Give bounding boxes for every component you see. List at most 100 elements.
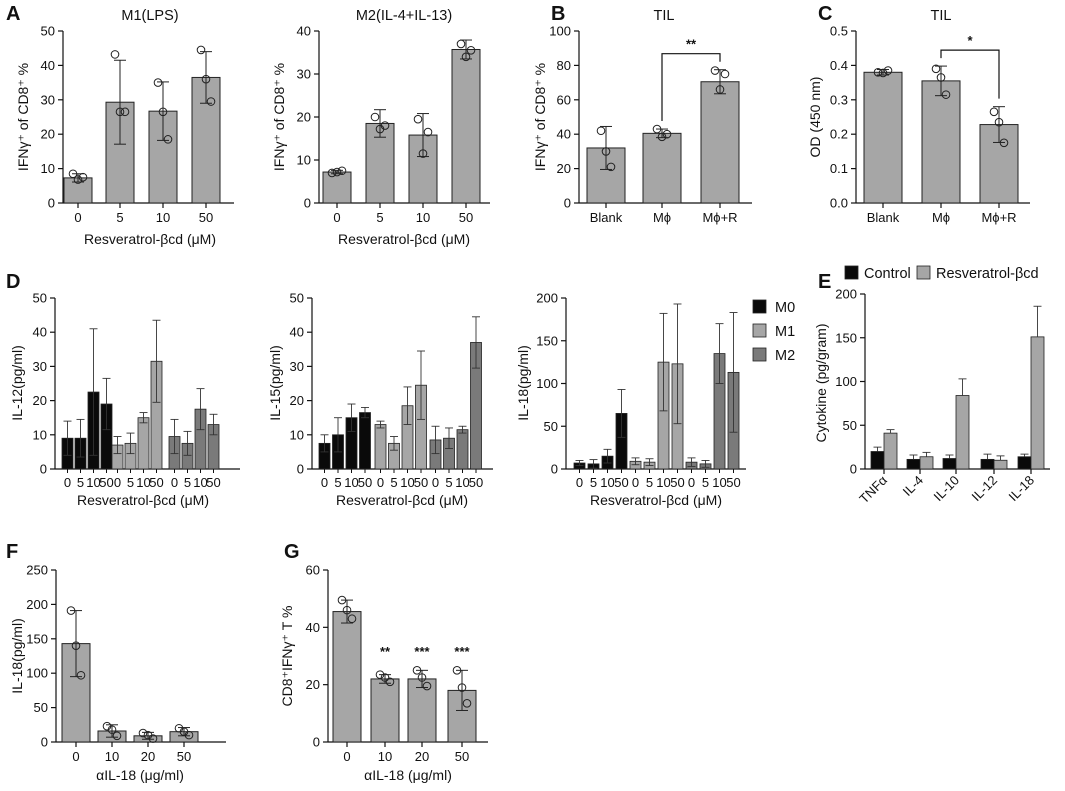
bar-D2-M2-10 <box>456 429 469 470</box>
x-tick-label: 0 <box>171 475 178 490</box>
y-tick-label: 30 <box>297 67 311 82</box>
data-point <box>370 112 380 122</box>
significance-label: *** <box>454 644 470 659</box>
y-tick-label: 50 <box>290 291 304 306</box>
y-tick-label: 0 <box>313 735 320 750</box>
y-tick-label: 100 <box>26 666 48 681</box>
legend-swatch-Control <box>844 265 859 280</box>
y-tick-label: 200 <box>835 287 857 302</box>
y-axis-label: IFNγ⁺ of CD8⁺ % <box>532 63 548 171</box>
y-tick-label: 0.3 <box>830 92 848 107</box>
x-axis-label: Resveratrol-βcd (μM) <box>338 231 470 247</box>
x-tick-label: 0 <box>688 475 695 490</box>
x-tick-label: 0 <box>74 210 81 225</box>
chart-title: M2(IL-4+IL-13) <box>356 8 452 24</box>
x-tick-label: 20 <box>141 749 155 764</box>
chart-title: TIL <box>931 8 952 24</box>
x-tick-label: Mϕ <box>653 210 671 225</box>
x-tick-label: 0 <box>432 475 439 490</box>
y-tick-label: 150 <box>536 333 558 348</box>
bar-G-10 <box>370 678 400 743</box>
x-tick-label: 5 <box>127 475 134 490</box>
x-tick-label: 5 <box>390 475 397 490</box>
y-tick-label: 40 <box>297 24 311 39</box>
x-tick-label: 0 <box>321 475 328 490</box>
y-axis-label: IFNγ⁺ of CD8⁺ % <box>15 63 31 171</box>
data-point <box>412 666 422 675</box>
x-axis-label: Resveratrol-βcd (μM) <box>336 492 468 508</box>
bar-E-Resveratrol-βcd-IL-10 <box>955 395 970 470</box>
legend-swatch-Resveratrol-βcd <box>916 265 931 280</box>
panel-label-D: D <box>6 271 20 293</box>
x-tick-label: 10 <box>136 475 150 490</box>
y-tick-label: 0.4 <box>830 58 848 73</box>
legend-label-M0: M0 <box>775 300 795 316</box>
x-tick-label: 10 <box>712 475 726 490</box>
x-tick-label: 50 <box>459 210 473 225</box>
panel-label-C: C <box>818 3 832 25</box>
data-point <box>456 39 466 49</box>
x-tick-label: IL-12 <box>969 473 1001 505</box>
y-tick-label: 10 <box>33 427 47 442</box>
data-point <box>883 66 893 75</box>
x-tick-label: 5 <box>116 210 123 225</box>
data-point <box>347 614 357 624</box>
significance-bracket <box>661 53 721 122</box>
y-tick-label: 100 <box>549 24 571 39</box>
data-point <box>994 117 1004 127</box>
data-point <box>380 673 390 682</box>
x-tick-label: 10 <box>86 475 100 490</box>
y-tick-label: 150 <box>26 631 48 646</box>
legend-swatch-M1 <box>752 323 767 338</box>
x-tick-label: 0 <box>377 475 384 490</box>
y-tick-label: 250 <box>26 563 48 578</box>
y-axis-label: CD8⁺IFNγ⁺ T % <box>279 606 295 707</box>
x-tick-label: 5 <box>445 475 452 490</box>
data-point <box>332 167 342 177</box>
data-point <box>461 52 471 62</box>
x-tick-label: 0 <box>72 749 79 764</box>
data-point <box>720 69 730 79</box>
y-axis-label: OD (450 nm) <box>807 77 823 158</box>
y-tick-label: 80 <box>557 58 571 73</box>
y-tick-label: 40 <box>557 127 571 142</box>
significance-bracket <box>940 49 1000 99</box>
y-tick-label: 0 <box>850 462 857 477</box>
data-point <box>110 50 120 59</box>
data-point <box>163 135 173 144</box>
y-tick-label: 0.2 <box>830 127 848 142</box>
y-tick-label: 200 <box>26 597 48 612</box>
bar-E-Control-IL-12 <box>980 458 995 470</box>
y-tick-label: 40 <box>290 325 304 340</box>
y-tick-label: 20 <box>297 110 311 125</box>
x-tick-label: 50 <box>726 475 740 490</box>
y-tick-label: 0 <box>297 462 304 477</box>
data-point <box>375 670 385 679</box>
data-point <box>657 132 667 142</box>
x-tick-label: 10 <box>156 210 170 225</box>
x-tick-label: 5 <box>184 475 191 490</box>
data-point <box>989 107 999 117</box>
data-point <box>201 74 211 84</box>
y-tick-label: 50 <box>843 418 857 433</box>
data-point <box>462 699 472 708</box>
data-point <box>206 97 216 106</box>
x-tick-label: 0 <box>114 475 121 490</box>
x-tick-label: IL-4 <box>900 473 926 499</box>
x-tick-label: 10 <box>400 475 414 490</box>
y-tick-label: 40 <box>41 58 55 73</box>
x-tick-label: Mϕ+R <box>702 210 737 225</box>
x-tick-label: 10 <box>656 475 670 490</box>
x-tick-label: 10 <box>600 475 614 490</box>
x-tick-label: 0 <box>576 475 583 490</box>
x-tick-label: 5 <box>77 475 84 490</box>
y-tick-label: 100 <box>835 374 857 389</box>
x-tick-label: Blank <box>590 210 623 225</box>
x-tick-label: 50 <box>614 475 628 490</box>
data-point <box>184 730 194 740</box>
significance-label: ** <box>686 37 697 52</box>
chart-title: M1(LPS) <box>121 8 178 24</box>
panel-label-A: A <box>6 3 20 25</box>
x-tick-label: 5 <box>646 475 653 490</box>
